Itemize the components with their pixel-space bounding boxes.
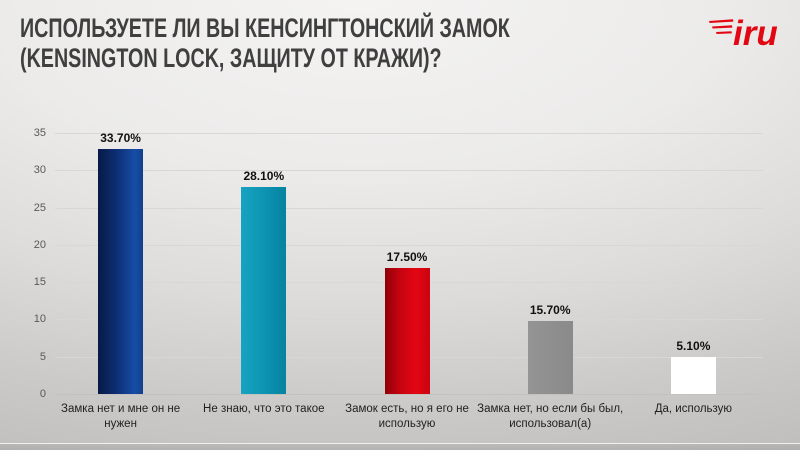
bar-value-label: 17.50% — [386, 249, 428, 264]
iru-logo: iru — [708, 6, 788, 54]
title-line-1: ИСПОЛЬЗУЕТЕ ЛИ ВЫ КЕНСИНГТОНСКИЙ ЗАМОК — [20, 13, 510, 43]
category-label: Замка нет и мне он не нужен — [61, 403, 181, 430]
bar-value-label: 33.70% — [100, 131, 141, 146]
y-tick-label: 10 — [33, 313, 46, 326]
bar-value-label: 28.10% — [243, 168, 285, 183]
y-tick-label: 5 — [39, 350, 46, 363]
bar-value-label: 15.70% — [529, 302, 571, 317]
category-label: Замка нет, но если бы был, использовал(а… — [477, 403, 624, 430]
gridline — [55, 133, 763, 134]
gridline — [55, 394, 763, 395]
category-label: Замок есть, но я его не использую — [345, 403, 469, 430]
bar — [241, 186, 287, 394]
bar — [670, 356, 716, 394]
gridline — [55, 207, 763, 209]
category-label: Да, использую — [654, 403, 733, 415]
bar — [384, 267, 430, 394]
category-label: Не знаю, что это такое — [203, 403, 325, 415]
gridline — [55, 244, 763, 246]
y-tick-label: 35 — [33, 127, 46, 139]
logo-text: iru — [733, 14, 778, 53]
y-tick-label: 30 — [33, 164, 46, 177]
gridline — [55, 170, 763, 172]
y-tick-label: 25 — [33, 201, 46, 214]
footer-divider — [0, 443, 800, 450]
bar-value-label: 5.10% — [676, 338, 711, 353]
bar — [98, 149, 144, 394]
page-title: ИСПОЛЬЗУЕТЕ ЛИ ВЫ КЕНСИНГТОНСКИЙ ЗАМОК (… — [20, 13, 510, 73]
iru-logo-icon: iru — [709, 14, 778, 53]
logo-speed-lines — [709, 19, 734, 34]
y-tick-label: 0 — [39, 388, 46, 400]
y-tick-label: 15 — [33, 276, 46, 289]
title-line-2: (KENSINGTON LOCK, ЗАЩИТУ ОТ КРАЖИ)? — [20, 43, 442, 73]
y-tick-label: 20 — [33, 238, 46, 251]
bar — [527, 320, 573, 394]
